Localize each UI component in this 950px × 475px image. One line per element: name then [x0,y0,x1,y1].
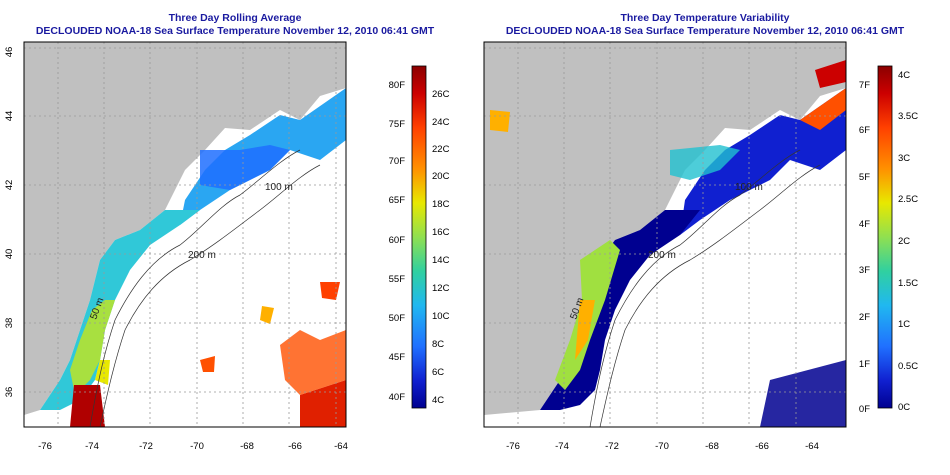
land-mass [484,42,846,415]
x-tick-label: -72 [605,441,619,452]
contour-label: 100 m [735,182,763,193]
colorbar-label-c: 3C [898,153,910,164]
colorbar-label-f: 5F [859,172,870,183]
y-tick-label: 36 [4,387,15,398]
colorbar-label-c: 6C [432,367,444,378]
colorbar-label-c: 20C [432,171,450,182]
colorbar [877,65,893,409]
sst-variability-map: 200 m 100 m 50 m -76 -74 -72 -70 -68 -66… [483,41,918,452]
y-tick-label: 38 [4,318,15,329]
colorbar-label-c: 4C [898,70,910,81]
colorbar-label-f: 40F [389,392,406,403]
sst-average-map: 200 m 100 m 50 m -76 -74 -72 -70 -68 -66… [4,41,450,452]
x-tick-label: -66 [755,441,769,452]
x-tick-label: -70 [655,441,669,452]
rolling-average-panel: Three Day Rolling Average DECLOUDED NOAA… [0,0,470,475]
contour-label: 200 m [648,250,676,261]
colorbar-label-f: 6F [859,125,870,136]
colorbar-label-c: 3.5C [898,111,918,122]
panel-subtitle: DECLOUDED NOAA-18 Sea Surface Temperatur… [35,25,435,37]
colorbar-label-c: 14C [432,255,450,266]
contour-label: 200 m [188,250,216,261]
colorbar [411,65,427,409]
variability-gulf [680,88,846,235]
colorbar-label-f: 45F [389,352,406,363]
colorbar-label-c: 1.5C [898,278,918,289]
x-tick-label: -76 [506,441,520,452]
y-tick-label: 40 [4,249,15,260]
colorbar-label-f: 2F [859,312,870,323]
x-tick-label: -66 [288,441,302,452]
x-tick-label: -72 [139,441,153,452]
colorbar-label-f: 50F [389,313,406,324]
colorbar-label-f: 4F [859,219,870,230]
land-mass [24,42,346,415]
colorbar-label-f: 55F [389,274,406,285]
colorbar-label-f: 80F [389,80,406,91]
colorbar-label-c: 12C [432,283,450,294]
colorbar-label-f: 1F [859,359,870,370]
y-tick-label: 42 [4,180,15,191]
colorbar-label-c: 22C [432,144,450,155]
colorbar-label-c: 18C [432,199,450,210]
contour-label: 100 m [265,182,293,193]
x-tick-label: -68 [240,441,254,452]
y-tick-label: 46 [4,47,15,58]
y-tick-label: 44 [4,111,15,122]
colorbar-label-f: 70F [389,156,406,167]
x-tick-label: -74 [555,441,569,452]
x-tick-label: -74 [85,441,99,452]
x-tick-label: -76 [38,441,52,452]
variability-panel: Three Day Temperature Variability DECLOU… [470,0,940,475]
colorbar-label-f: 0F [859,404,870,415]
colorbar-label-f: 75F [389,119,406,130]
panel-title: Three Day Rolling Average [168,12,302,24]
colorbar-label-c: 1C [898,319,910,330]
colorbar-label-f: 3F [859,265,870,276]
colorbar-label-c: 16C [432,227,450,238]
colorbar-label-c: 4C [432,395,444,406]
colorbar-label-f: 60F [389,235,406,246]
colorbar-label-c: 0.5C [898,361,918,372]
colorbar-label-c: 10C [432,311,450,322]
colorbar-label-c: 2C [898,236,910,247]
panel-subtitle: DECLOUDED NOAA-18 Sea Surface Temperatur… [505,25,905,37]
colorbar-label-c: 2.5C [898,194,918,205]
x-tick-label: -64 [805,441,819,452]
colorbar-label-c: 24C [432,117,450,128]
colorbar-label-c: 26C [432,89,450,100]
x-tick-label: -68 [705,441,719,452]
colorbar-label-f: 65F [389,195,406,206]
sst-warm-gulfstream [70,385,105,427]
x-tick-label: -64 [334,441,348,452]
panel-title: Three Day Temperature Variability [620,12,790,24]
colorbar-label-f: 7F [859,80,870,91]
colorbar-label-c: 8C [432,339,444,350]
x-tick-label: -70 [190,441,204,452]
colorbar-label-c: 0C [898,402,910,413]
